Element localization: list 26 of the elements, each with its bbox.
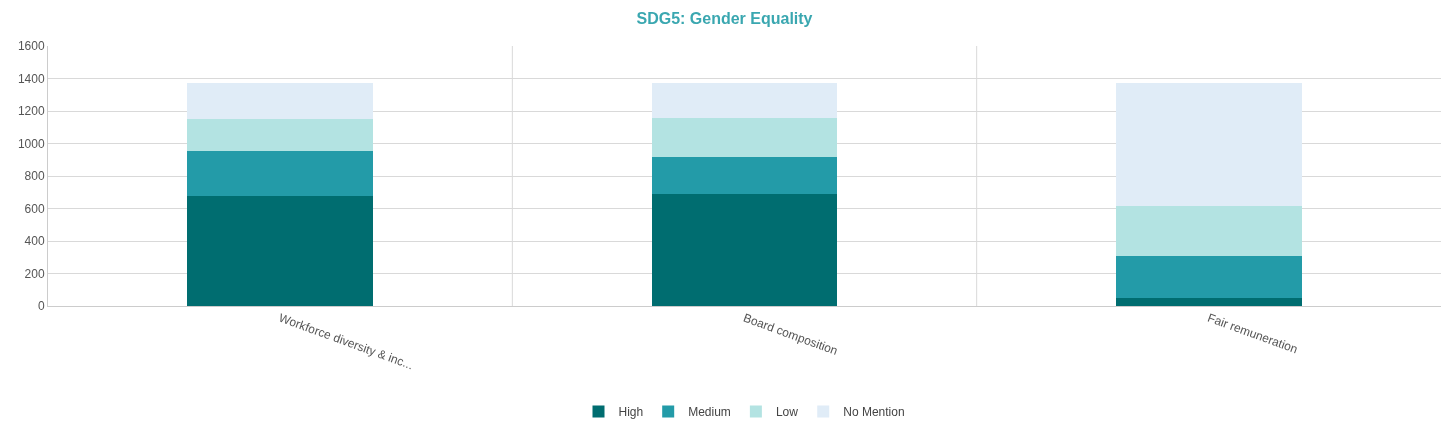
- y-tick-label: 1000: [17, 136, 45, 151]
- y-tick-label: 1600: [17, 39, 45, 54]
- bar: [1115, 206, 1302, 256]
- bar: [1115, 83, 1302, 207]
- y-tick-label: 800: [24, 169, 45, 184]
- bar: [651, 193, 838, 306]
- legend-label: Low: [775, 405, 799, 420]
- legend-label: High: [618, 405, 644, 420]
- y-tick-label: 200: [24, 266, 45, 281]
- bar: [187, 83, 374, 120]
- y-tick-label: 1200: [17, 104, 45, 119]
- chart-title: SDG5: Gender Equality: [636, 10, 813, 28]
- bar: [1115, 297, 1302, 306]
- bar: [187, 195, 374, 306]
- bar: [651, 83, 838, 118]
- bar: [187, 119, 374, 151]
- y-tick-label: 0: [37, 299, 45, 314]
- y-tick-label: 1400: [17, 71, 45, 86]
- legend-label: No Mention: [843, 405, 905, 420]
- bar: [651, 157, 838, 194]
- legend-label: Medium: [688, 405, 731, 420]
- y-tick-label: 600: [24, 201, 45, 216]
- y-tick-label: 400: [24, 234, 45, 249]
- bar: [187, 150, 374, 196]
- bar: [1115, 255, 1302, 298]
- bar: [651, 117, 838, 158]
